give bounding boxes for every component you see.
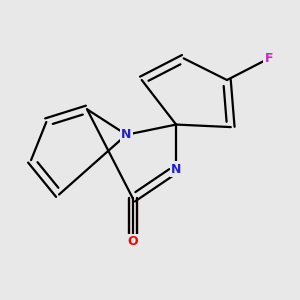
Text: N: N <box>121 128 132 141</box>
Text: F: F <box>265 52 273 65</box>
Text: O: O <box>128 235 138 248</box>
Text: N: N <box>171 163 181 176</box>
